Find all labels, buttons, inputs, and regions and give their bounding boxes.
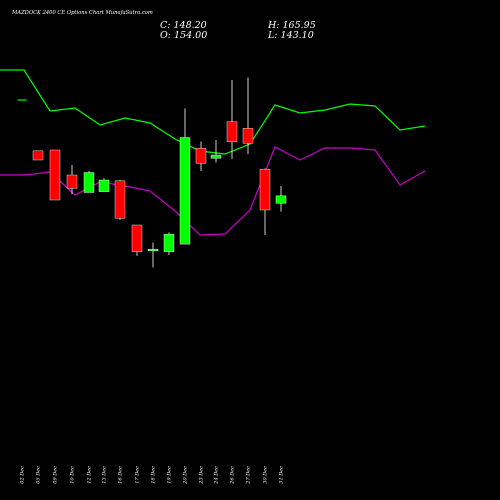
upper-indicator-line [0,69,426,155]
x-tick-label: 20 Dec [183,466,189,485]
candle-body [210,154,222,159]
candle-body [275,195,287,204]
candle-13 [226,80,238,160]
candle-2 [49,149,61,201]
candle-body [226,121,238,142]
candle-body [114,180,126,219]
candle-8 [147,242,159,268]
x-axis-tick-labels: 02 Dec 05 Dec 09 Dec 10 Dec 12 Dec 13 Dec 16 D… [20,466,285,485]
candle-14 [242,77,254,155]
indicator-lines [0,69,426,236]
x-tick-label: 23 Dec [199,466,205,485]
x-tick-label: 30 Dec [263,466,269,484]
candle-body [195,148,207,164]
x-tick-label: 10 Dec [70,466,76,484]
candle-body [242,128,254,144]
lower-indicator-line [0,146,426,236]
candle-body [259,168,271,211]
candle-body [179,137,191,245]
x-tick-label: 17 Dec [135,466,141,484]
x-tick-label: 13 Dec [102,466,108,484]
x-tick-label: 26 Dec [230,466,236,485]
candle-body [32,150,44,161]
candle-10 [179,108,191,245]
x-tick-label: 19 Dec [167,466,173,484]
low-readout: L: 143.10 [267,30,314,41]
open-readout: O: 154.00 [160,30,207,41]
candle-body [98,179,110,192]
high-readout: H: 165.95 [267,20,316,31]
chart-title: MAZDOCK 2400 CE Options Chart MunafaSutr… [11,10,153,16]
candle-6 [114,180,126,220]
candlesticks [17,77,287,268]
candle-11 [195,141,207,171]
candle-15 [259,168,271,235]
x-tick-label: 27 Dec [246,466,252,485]
candle-body [49,149,61,201]
candle-7 [131,224,143,256]
candle-4 [83,170,95,193]
close-readout: C: 148.20 [160,20,207,31]
x-tick-label: 16 Dec [118,466,124,484]
candle-body [147,248,159,252]
x-tick-label: 24 Dec [214,466,220,485]
x-tick-label: 31 Dec [279,466,285,484]
candle-body [66,174,78,189]
candle-3 [66,165,78,195]
x-tick-label: 18 Dec [151,466,157,484]
candle-12 [210,140,222,163]
x-tick-label: 02 Dec [20,466,26,484]
x-tick-label: 05 Dec [36,466,42,484]
candle-9 [163,232,175,255]
candle-16 [275,185,287,212]
x-tick-label: 09 Dec [53,466,59,484]
candle-body [83,172,95,193]
candle-body [131,224,143,252]
candle-5 [98,178,110,192]
candle-1 [32,150,44,161]
candle-body [163,233,175,252]
x-tick-label: 12 Dec [87,466,93,484]
